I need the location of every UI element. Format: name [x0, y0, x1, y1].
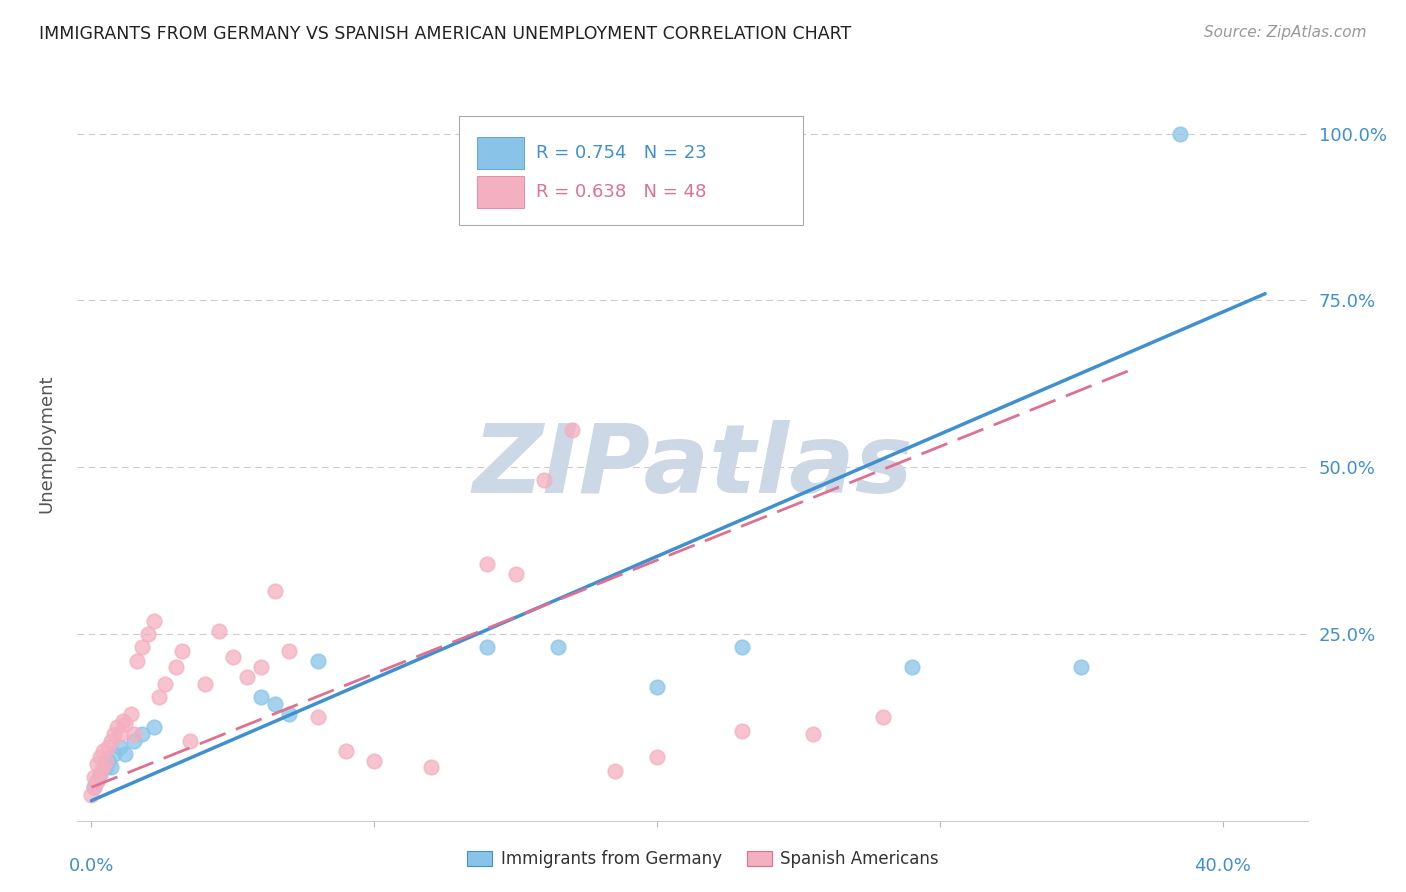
Point [100, 760, 122, 774]
Point [645, 680, 668, 694]
Point [547, 640, 569, 655]
Point [264, 697, 287, 711]
Point [194, 677, 217, 691]
Point [142, 614, 165, 628]
FancyBboxPatch shape [458, 116, 803, 225]
Point [114, 717, 136, 731]
Text: R = 0.754   N = 23: R = 0.754 N = 23 [536, 144, 707, 161]
Point [111, 714, 134, 728]
Point [1070, 660, 1092, 674]
Point [307, 654, 329, 668]
FancyBboxPatch shape [477, 137, 524, 169]
Point [477, 640, 499, 655]
Point [94, 754, 117, 768]
Point [731, 723, 754, 738]
Point [103, 727, 125, 741]
Point [108, 727, 131, 741]
Point [307, 710, 329, 724]
Point [114, 747, 136, 761]
Point [97, 754, 120, 768]
FancyBboxPatch shape [477, 177, 524, 208]
Point [148, 690, 170, 705]
Point [801, 727, 824, 741]
Point [80, 789, 103, 803]
Point [419, 760, 441, 774]
Text: Source: ZipAtlas.com: Source: ZipAtlas.com [1204, 25, 1367, 40]
Point [100, 733, 122, 747]
Point [86, 773, 108, 788]
Point [86, 756, 108, 771]
Point [170, 643, 193, 657]
Point [179, 733, 201, 747]
Point [120, 706, 142, 721]
Point [83, 770, 105, 784]
Point [97, 740, 120, 755]
Point [153, 677, 176, 691]
Point [278, 706, 301, 721]
Point [731, 640, 754, 655]
Point [83, 780, 105, 795]
Text: R = 0.638   N = 48: R = 0.638 N = 48 [536, 183, 707, 201]
Point [122, 727, 145, 741]
Point [165, 660, 187, 674]
Point [131, 727, 153, 741]
Point [264, 583, 287, 598]
Point [91, 743, 114, 757]
Point [105, 720, 128, 734]
Point [561, 424, 583, 438]
Point [872, 710, 894, 724]
Point [505, 566, 527, 581]
Point [335, 743, 357, 757]
Point [236, 670, 259, 684]
Point [131, 640, 153, 655]
Point [645, 750, 668, 764]
Text: Unemployment: Unemployment [38, 375, 56, 513]
Point [250, 690, 273, 705]
Point [108, 740, 131, 755]
Point [91, 760, 114, 774]
Point [363, 754, 385, 768]
Point [83, 780, 105, 795]
Text: ZIPatlas: ZIPatlas [472, 420, 912, 513]
Point [89, 767, 111, 781]
Point [122, 733, 145, 747]
Point [900, 660, 922, 674]
Point [89, 750, 111, 764]
Point [125, 654, 148, 668]
Point [603, 764, 626, 778]
Legend: Immigrants from Germany, Spanish Americans: Immigrants from Germany, Spanish America… [461, 844, 945, 875]
Point [278, 643, 301, 657]
Text: 0.0%: 0.0% [69, 857, 114, 875]
Point [477, 557, 499, 571]
Point [142, 720, 165, 734]
Point [86, 773, 108, 788]
Point [222, 650, 245, 665]
Point [136, 627, 159, 641]
Point [250, 660, 273, 674]
Point [208, 624, 231, 638]
Text: IMMIGRANTS FROM GERMANY VS SPANISH AMERICAN UNEMPLOYMENT CORRELATION CHART: IMMIGRANTS FROM GERMANY VS SPANISH AMERI… [39, 25, 852, 43]
Point [103, 747, 125, 761]
Point [533, 474, 555, 488]
Point [1168, 127, 1191, 141]
Point [94, 760, 117, 774]
Point [89, 767, 111, 781]
Text: 40.0%: 40.0% [1194, 857, 1251, 875]
